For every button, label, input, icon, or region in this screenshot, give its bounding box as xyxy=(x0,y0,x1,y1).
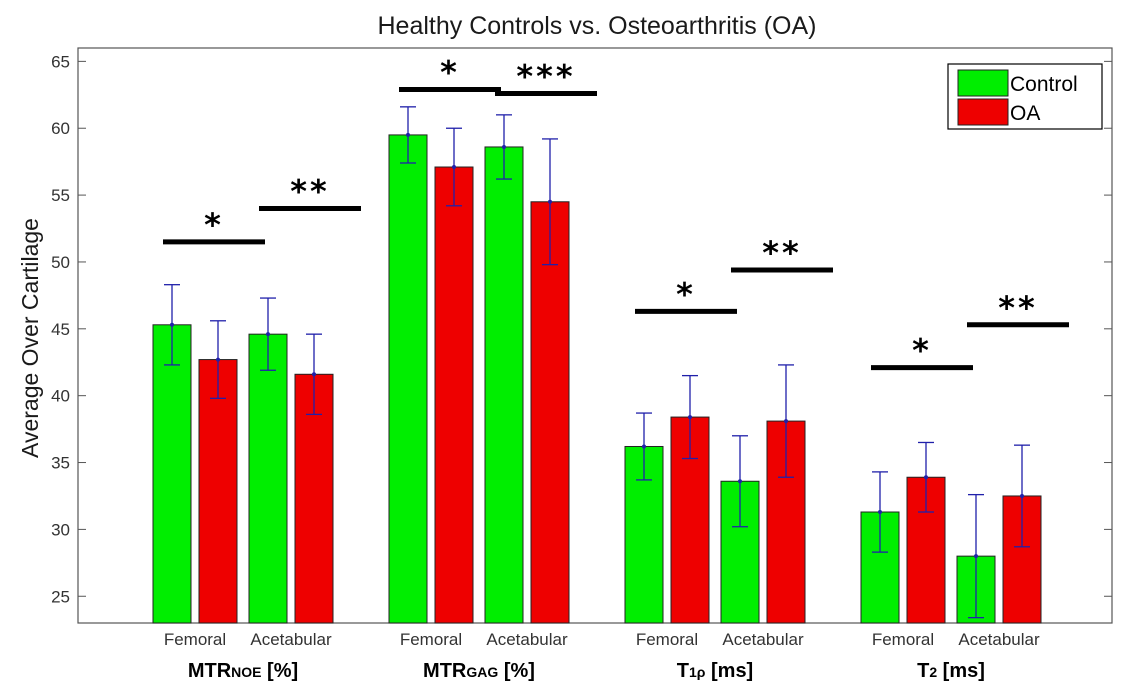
mean-dot xyxy=(452,165,456,170)
group-label: T1ρ [ms] xyxy=(677,660,753,682)
significance-stars: ** xyxy=(290,172,329,210)
x-tick-label: Femoral xyxy=(636,630,698,649)
legend: Control OA xyxy=(947,63,1103,130)
significance-stars: ** xyxy=(762,234,801,272)
significance-stars: * xyxy=(912,332,932,370)
plot-area: 25 30 35 40 45 50 55 60 65 Femoral Acetabular Femor… xyxy=(51,47,1113,649)
significance-stars: * xyxy=(204,206,224,244)
bar-control xyxy=(152,324,192,624)
y-tick-label: 35 xyxy=(51,454,70,473)
group-labels: MTRNOE [%] MTRGAG [%] T1ρ [ms] T2 [ms] xyxy=(188,660,985,682)
chart-title: Healthy Controls vs. Osteoarthritis (OA) xyxy=(377,12,816,40)
y-tick-label: 40 xyxy=(51,387,70,406)
y-tick-label: 65 xyxy=(51,52,70,71)
legend-label: OA xyxy=(1010,102,1040,125)
bar-control xyxy=(860,511,900,624)
mean-dot xyxy=(738,479,742,484)
legend-label: Control xyxy=(1010,73,1078,96)
mean-dot xyxy=(548,199,552,204)
mean-dot xyxy=(502,144,506,149)
x-tick-label: Acetabular xyxy=(958,630,1040,649)
bar-control xyxy=(248,333,288,624)
y-axis-label: Average Over Cartilage xyxy=(17,218,43,458)
group-label: MTRGAG [%] xyxy=(423,660,535,682)
significance-stars: *** xyxy=(516,57,575,95)
mean-dot xyxy=(878,510,882,515)
mean-dot xyxy=(924,475,928,480)
mean-dot xyxy=(784,419,788,424)
x-tick-label: Femoral xyxy=(400,630,462,649)
mean-dot xyxy=(688,415,692,420)
mean-dot xyxy=(266,332,270,337)
y-tick-label: 45 xyxy=(51,320,70,339)
significance-stars: ** xyxy=(998,289,1037,327)
group-label: MTRNOE [%] xyxy=(188,660,298,682)
legend-swatch-control xyxy=(957,69,1009,97)
bar-oa xyxy=(294,373,334,624)
y-tick-label: 60 xyxy=(51,119,70,138)
y-tick-label: 25 xyxy=(51,587,70,606)
mean-dot xyxy=(1020,493,1024,498)
legend-swatch-oa xyxy=(957,98,1009,126)
mean-dot xyxy=(216,357,220,362)
y-tick-label: 50 xyxy=(51,253,70,272)
x-tick-label: Acetabular xyxy=(486,630,568,649)
mean-dot xyxy=(170,322,174,327)
bar-oa xyxy=(434,166,474,624)
x-tick-label: Acetabular xyxy=(250,630,332,649)
x-tick-label: Acetabular xyxy=(722,630,804,649)
bar-oa xyxy=(198,359,238,624)
x-tick-label: Femoral xyxy=(164,630,226,649)
mean-dot xyxy=(642,444,646,449)
y-tick-label: 30 xyxy=(51,520,70,539)
mean-dot xyxy=(406,132,410,137)
bar-control xyxy=(388,134,428,624)
group-label: T2 [ms] xyxy=(917,660,985,682)
significance-stars: * xyxy=(440,53,460,91)
mean-dot xyxy=(974,554,978,559)
y-tick-label: 55 xyxy=(51,186,70,205)
x-tick-label: Femoral xyxy=(872,630,934,649)
significance-stars: * xyxy=(676,275,696,313)
bar-control xyxy=(484,146,524,624)
mean-dot xyxy=(312,372,316,377)
bar-oa xyxy=(530,201,570,624)
